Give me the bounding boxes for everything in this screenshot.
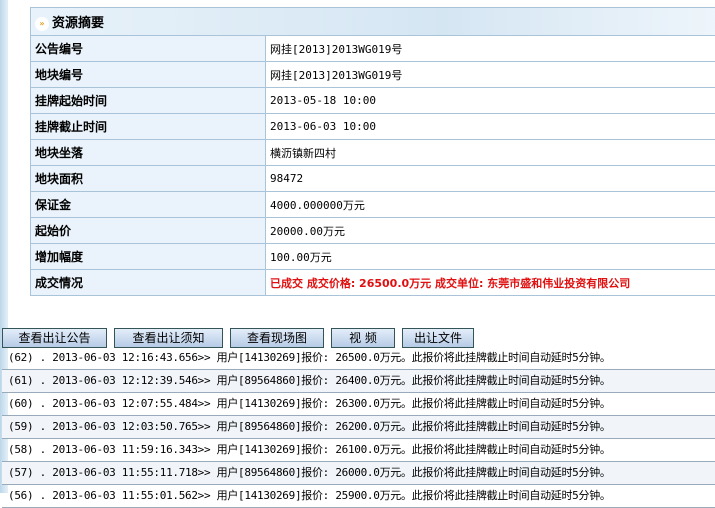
label: 公告编号	[31, 36, 266, 62]
log-entry: (61) . 2013-06-03 12:12:39.546>> 用户[8956…	[2, 370, 715, 393]
view-instructions-button[interactable]: 查看出让须知	[114, 328, 223, 348]
label: 地块坐落	[31, 140, 266, 166]
resource-summary-table: »资源摘要 公告编号网挂[2013]2013WG019号 地块编号网挂[2013…	[30, 7, 715, 296]
log-entry: (57) . 2013-06-03 11:55:11.718>> 用户[8956…	[2, 462, 715, 485]
video-button[interactable]: 视 频	[331, 328, 395, 348]
label: 成交情况	[31, 270, 266, 296]
value: 98472	[266, 166, 715, 192]
value: 100.00万元	[266, 244, 715, 270]
row-location: 地块坐落横沥镇新四村	[31, 140, 715, 166]
label: 保证金	[31, 192, 266, 218]
label: 地块编号	[31, 62, 266, 88]
value: 20000.00万元	[266, 218, 715, 244]
label: 增加幅度	[31, 244, 266, 270]
label: 挂牌起始时间	[31, 88, 266, 114]
value: 网挂[2013]2013WG019号	[266, 62, 715, 88]
log-entry: (56) . 2013-06-03 11:55:01.562>> 用户[1413…	[2, 485, 715, 508]
row-notice-no: 公告编号网挂[2013]2013WG019号	[31, 36, 715, 62]
transfer-document-button[interactable]: 出让文件	[402, 328, 474, 348]
row-plot-no: 地块编号网挂[2013]2013WG019号	[31, 62, 715, 88]
summary-title: 资源摘要	[52, 16, 104, 31]
label: 挂牌截止时间	[31, 114, 266, 140]
value: 网挂[2013]2013WG019号	[266, 36, 715, 62]
action-buttons: 查看出让公告 查看出让须知 查看现场图 视 频 出让文件	[2, 328, 474, 348]
row-deal-status: 成交情况已成交 成交价格: 26500.0万元 成交单位: 东莞市盛和伟业投资有…	[31, 270, 715, 296]
view-site-map-button[interactable]: 查看现场图	[230, 328, 324, 348]
double-arrow-icon: »	[35, 17, 49, 31]
view-notice-button[interactable]: 查看出让公告	[2, 328, 107, 348]
value: 2013-05-18 10:00	[266, 88, 715, 114]
log-entry: (58) . 2013-06-03 11:59:16.343>> 用户[1413…	[2, 439, 715, 462]
bid-log: (62) . 2013-06-03 12:16:43.656>> 用户[1413…	[2, 347, 715, 508]
log-entry: (62) . 2013-06-03 12:16:43.656>> 用户[1413…	[2, 347, 715, 370]
label: 起始价	[31, 218, 266, 244]
summary-header: »资源摘要	[31, 8, 715, 36]
value: 已成交 成交价格: 26500.0万元 成交单位: 东莞市盛和伟业投资有限公司	[266, 270, 715, 296]
value: 横沥镇新四村	[266, 140, 715, 166]
label: 地块面积	[31, 166, 266, 192]
value: 2013-06-03 10:00	[266, 114, 715, 140]
log-entry: (59) . 2013-06-03 12:03:50.765>> 用户[8956…	[2, 416, 715, 439]
value: 4000.000000万元	[266, 192, 715, 218]
log-entry: (60) . 2013-06-03 12:07:55.484>> 用户[1413…	[2, 393, 715, 416]
